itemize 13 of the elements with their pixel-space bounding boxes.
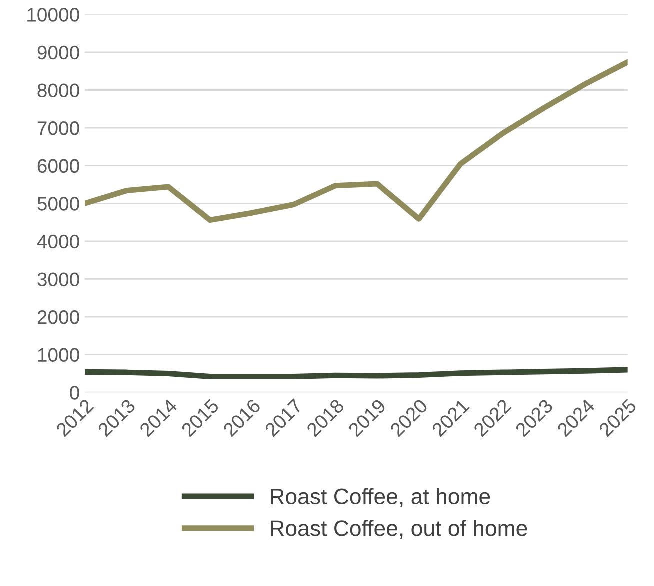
legend-label: Roast Coffee, at home xyxy=(270,488,490,508)
y-tick-label: 1000 xyxy=(38,348,80,362)
y-tick-label: 3000 xyxy=(38,272,80,286)
y-tick-label: 9000 xyxy=(38,46,80,60)
legend-label: Roast Coffee, out of home xyxy=(270,520,528,539)
y-tick-label: 0 xyxy=(70,386,80,400)
y-tick-label: 6000 xyxy=(38,159,80,174)
y-tick-label: 10000 xyxy=(28,8,80,22)
y-tick-label: 7000 xyxy=(38,122,80,136)
y-tick-label: 4000 xyxy=(37,234,80,249)
y-tick-label: 8000 xyxy=(38,84,80,98)
y-tick-label: 5000 xyxy=(38,197,80,211)
y-tick-label: 2000 xyxy=(38,310,80,324)
